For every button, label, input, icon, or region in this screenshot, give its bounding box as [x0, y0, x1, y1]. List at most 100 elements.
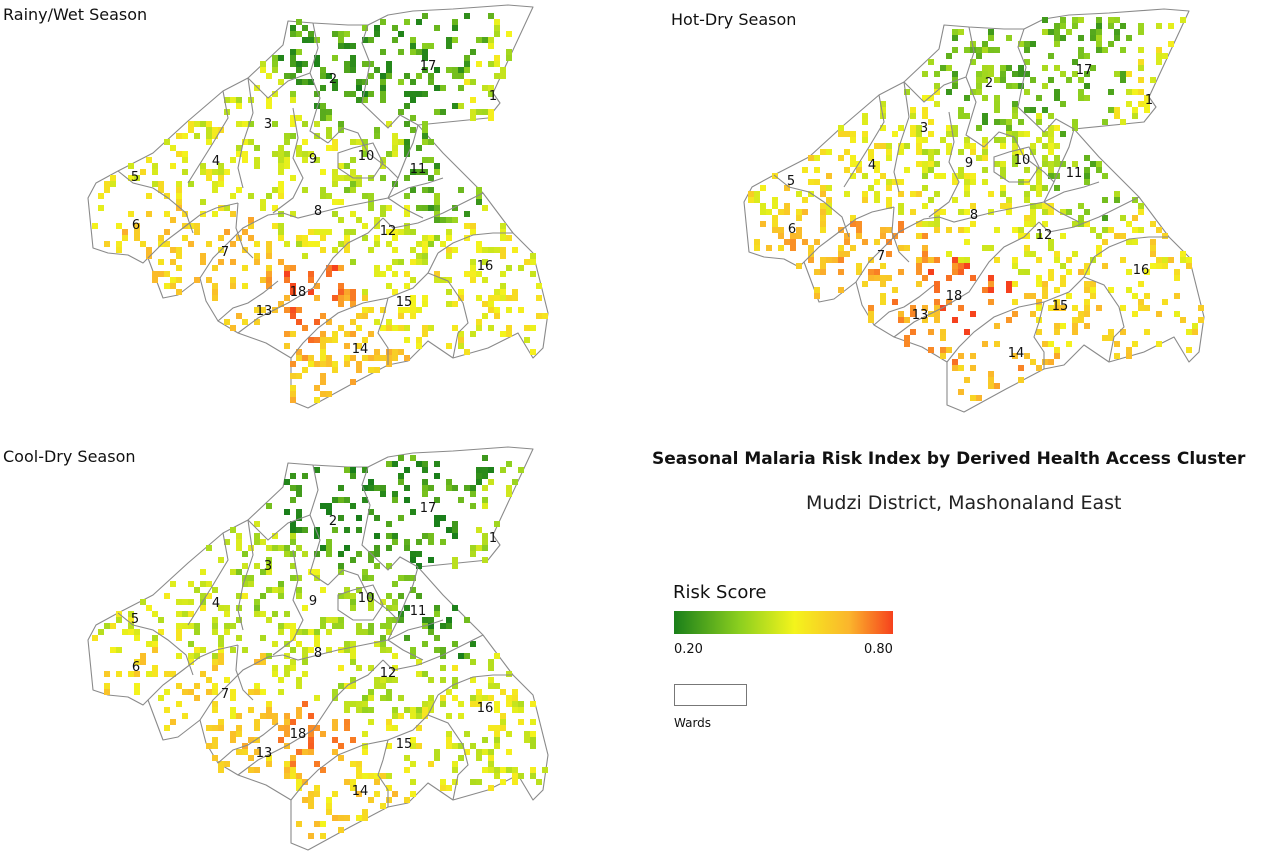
risk-cell — [916, 143, 922, 155]
risk-cell — [1054, 329, 1060, 335]
risk-cell — [338, 497, 344, 503]
risk-cell — [152, 641, 158, 647]
risk-cell — [332, 497, 338, 503]
risk-cell — [248, 193, 254, 199]
ward-boundary — [893, 81, 910, 193]
risk-cell — [452, 37, 458, 43]
risk-cell — [374, 533, 380, 539]
risk-cell — [458, 337, 464, 343]
risk-cell — [266, 557, 272, 563]
risk-cell — [296, 509, 302, 515]
risk-cell — [344, 527, 350, 533]
risk-cell — [790, 239, 796, 251]
risk-cell — [308, 833, 314, 839]
risk-cell — [206, 743, 212, 749]
risk-cell — [296, 629, 302, 635]
risk-cell — [482, 767, 488, 773]
risk-cell — [500, 689, 506, 695]
risk-cell — [236, 187, 242, 193]
risk-cell — [880, 107, 886, 113]
risk-cell — [362, 25, 368, 31]
risk-cell — [260, 277, 266, 283]
risk-cell — [332, 175, 338, 181]
risk-cell — [416, 713, 422, 719]
risk-cell — [892, 131, 898, 137]
risk-cell — [470, 503, 476, 509]
risk-cell — [260, 593, 266, 599]
ward-boundary — [117, 170, 194, 234]
risk-cell — [988, 281, 994, 287]
risk-cell — [1060, 305, 1066, 311]
ward-label: 9 — [309, 594, 317, 609]
risk-cell — [356, 551, 362, 557]
risk-cell — [1036, 185, 1042, 191]
risk-cell — [814, 179, 820, 185]
risk-cell — [254, 605, 260, 611]
risk-cell — [224, 229, 230, 235]
risk-cell — [356, 767, 362, 779]
risk-cell — [350, 187, 356, 193]
risk-cell — [1084, 299, 1090, 305]
ward-label: 8 — [314, 646, 322, 661]
risk-cell — [350, 659, 356, 665]
risk-cell — [248, 767, 254, 773]
risk-cell — [188, 581, 194, 587]
risk-cell — [386, 617, 392, 629]
risk-cell — [1180, 17, 1186, 23]
risk-cell — [928, 257, 934, 263]
risk-cell — [302, 647, 308, 659]
risk-cell — [1030, 41, 1036, 47]
risk-cell — [1132, 197, 1138, 203]
ward-label: 16 — [477, 701, 494, 716]
risk-cell — [422, 49, 428, 61]
risk-cell — [374, 791, 380, 797]
risk-cell — [530, 325, 536, 331]
risk-cell — [1138, 209, 1144, 215]
risk-cell — [398, 229, 404, 235]
risk-cell — [434, 461, 440, 467]
risk-cell — [374, 25, 380, 31]
risk-cell — [536, 313, 542, 319]
risk-cell — [284, 545, 290, 551]
risk-cell — [320, 229, 326, 235]
risk-cell — [1018, 65, 1024, 77]
risk-cell — [338, 283, 344, 289]
risk-cell — [500, 767, 506, 773]
risk-cell — [350, 319, 356, 325]
risk-cell — [410, 169, 416, 175]
risk-cell — [416, 91, 422, 97]
risk-cell — [500, 67, 506, 79]
risk-cell — [158, 181, 164, 193]
risk-cell — [410, 455, 416, 461]
ward-label: 16 — [1133, 263, 1150, 278]
risk-cell — [458, 187, 464, 193]
risk-cell — [434, 163, 440, 169]
risk-cell — [530, 767, 536, 773]
risk-cell — [754, 191, 760, 203]
risk-cell — [970, 275, 976, 281]
risk-cell — [928, 149, 934, 161]
risk-cell — [278, 677, 284, 683]
risk-cell — [176, 187, 182, 193]
risk-cell — [212, 755, 218, 761]
risk-cell — [1018, 227, 1024, 233]
risk-cell — [398, 479, 404, 485]
risk-cell — [182, 235, 188, 241]
risk-cell — [296, 235, 302, 241]
risk-cell — [320, 833, 326, 839]
risk-cell — [266, 701, 272, 707]
risk-cell — [374, 217, 380, 229]
risk-cell — [488, 761, 494, 767]
ward-boundary — [1083, 276, 1125, 363]
risk-cell — [916, 161, 922, 167]
risk-cell — [314, 791, 320, 797]
risk-cell — [296, 145, 302, 157]
risk-cell — [1084, 323, 1090, 329]
risk-cell — [296, 575, 302, 581]
risk-cell — [338, 515, 344, 521]
risk-cell — [290, 635, 296, 641]
risk-cell — [964, 173, 970, 179]
